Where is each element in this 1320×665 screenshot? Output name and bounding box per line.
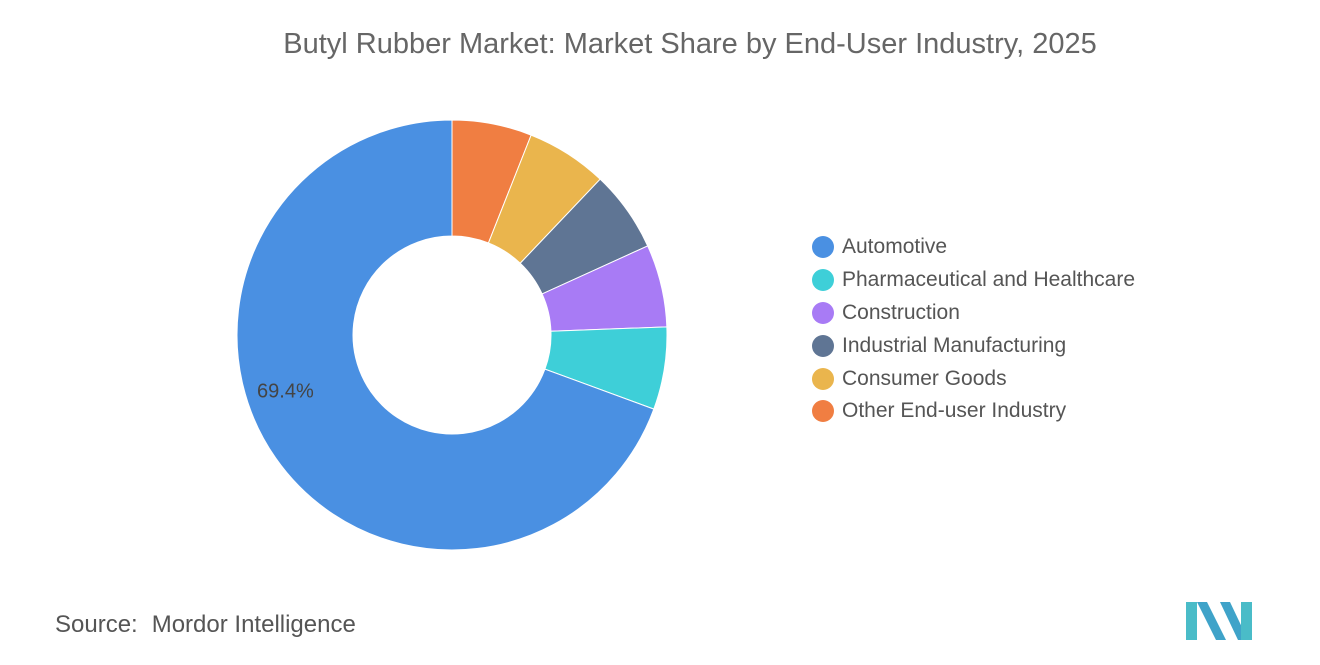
legend-label: Pharmaceutical and Healthcare bbox=[842, 268, 1135, 292]
legend-swatch bbox=[812, 334, 834, 357]
source-note: Source: Mordor Intelligence bbox=[55, 611, 356, 639]
legend-swatch bbox=[812, 301, 834, 324]
mordor-intelligence-logo-icon bbox=[1186, 602, 1252, 640]
legend-item: Consumer Goods bbox=[812, 362, 1135, 395]
legend-item: Automotive bbox=[812, 231, 1135, 264]
legend-swatch bbox=[812, 236, 834, 259]
legend-item: Other End-user Industry bbox=[812, 395, 1135, 428]
chart-legend: Automotive Pharmaceutical and Healthcare C… bbox=[812, 231, 1135, 428]
legend-item: Construction bbox=[812, 297, 1135, 330]
legend-swatch bbox=[812, 269, 834, 292]
slice-automotive bbox=[236, 119, 655, 551]
source-name: Mordor Intelligence bbox=[151, 611, 356, 638]
legend-item: Pharmaceutical and Healthcare bbox=[812, 264, 1135, 297]
data-label-automotive: 69.4% bbox=[257, 381, 314, 403]
legend-label: Other End-user Industry bbox=[842, 399, 1067, 423]
legend-swatch bbox=[812, 400, 834, 423]
legend-label: Construction bbox=[842, 300, 960, 324]
legend-item: Industrial Manufacturing bbox=[812, 329, 1135, 362]
legend-label: Consumer Goods bbox=[842, 366, 1007, 390]
legend-label: Automotive bbox=[842, 235, 948, 259]
source-label: Source: bbox=[55, 611, 138, 638]
legend-swatch bbox=[812, 367, 834, 390]
chart-title: Butyl Rubber Market: Market Share by End… bbox=[283, 28, 1097, 60]
legend-label: Industrial Manufacturing bbox=[842, 333, 1067, 357]
